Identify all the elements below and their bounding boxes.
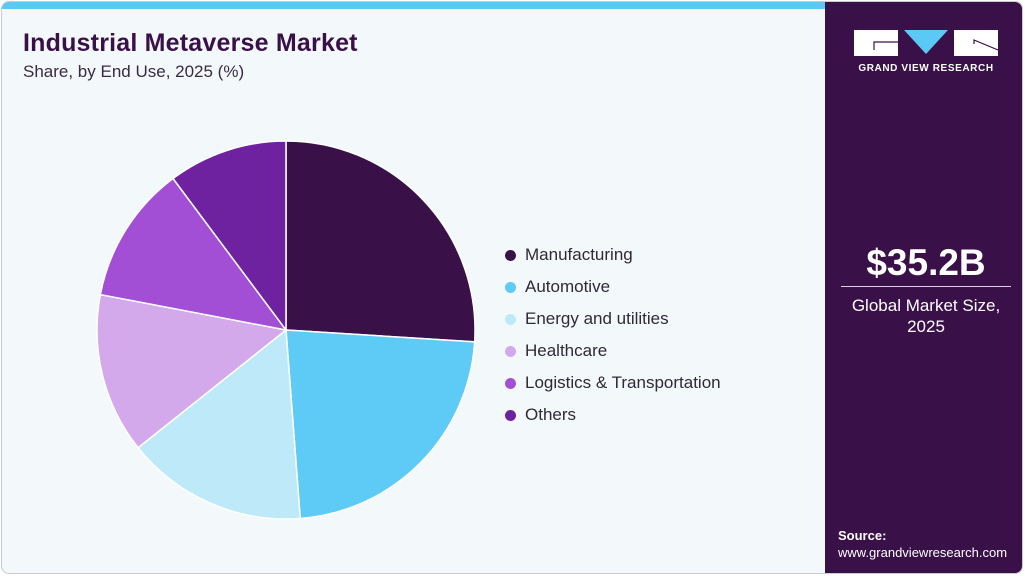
pie-slice-energy-and-utilities [137, 328, 302, 520]
legend-item: Automotive [505, 271, 721, 303]
legend-dot-icon [505, 281, 516, 293]
accent-top-bar [2, 2, 825, 9]
legend-dot-icon [505, 409, 516, 421]
chart-legend: Manufacturing Automotive Energy and utilit… [505, 239, 721, 431]
legend-dot-icon [505, 249, 516, 261]
legend-item: Healthcare [505, 335, 721, 367]
legend-item: Manufacturing [505, 239, 721, 271]
market-size-value: $35.2B [866, 242, 986, 283]
legend-label: Energy and utilities [525, 309, 669, 328]
legend-label: Manufacturing [525, 245, 633, 264]
brand-name: GRAND VIEW RESEARCH [858, 63, 994, 74]
pie-slice-healthcare [96, 293, 288, 449]
legend-dot-icon [505, 377, 516, 389]
legend-item: Energy and utilities [505, 303, 721, 335]
legend-label: Others [525, 405, 577, 424]
legend-label: Logistics & Transportation [525, 373, 721, 392]
pie-slice-automotive [285, 329, 476, 520]
pie-slice-others [171, 140, 287, 333]
source-link[interactable]: www.grandviewresearch.com [838, 545, 1008, 560]
market-size-label-line2: 2025 [907, 317, 945, 336]
legend-dot-icon [505, 313, 516, 325]
chart-title: Industrial Metaverse Market [23, 29, 358, 57]
pie-slice-manufacturing [285, 140, 476, 343]
sidebar-panel [825, 2, 1022, 573]
pie-slice-logistics-transportation [99, 177, 288, 332]
market-size-label-line1: Global Market Size, [851, 296, 1001, 315]
chart-subtitle: Share, by End Use, 2025 (%) [23, 62, 245, 81]
legend-item: Logistics & Transportation [505, 367, 721, 399]
legend-item: Others [505, 399, 721, 431]
legend-label: Healthcare [525, 341, 608, 360]
market-size-label: Global Market Size, 2025 [826, 295, 1022, 337]
divider [841, 286, 1011, 287]
source-label: Source: [838, 528, 887, 543]
pie-chart [96, 140, 476, 520]
legend-dot-icon [505, 345, 516, 357]
legend-label: Automotive [525, 277, 611, 296]
gvr-logo-icon [854, 30, 998, 56]
